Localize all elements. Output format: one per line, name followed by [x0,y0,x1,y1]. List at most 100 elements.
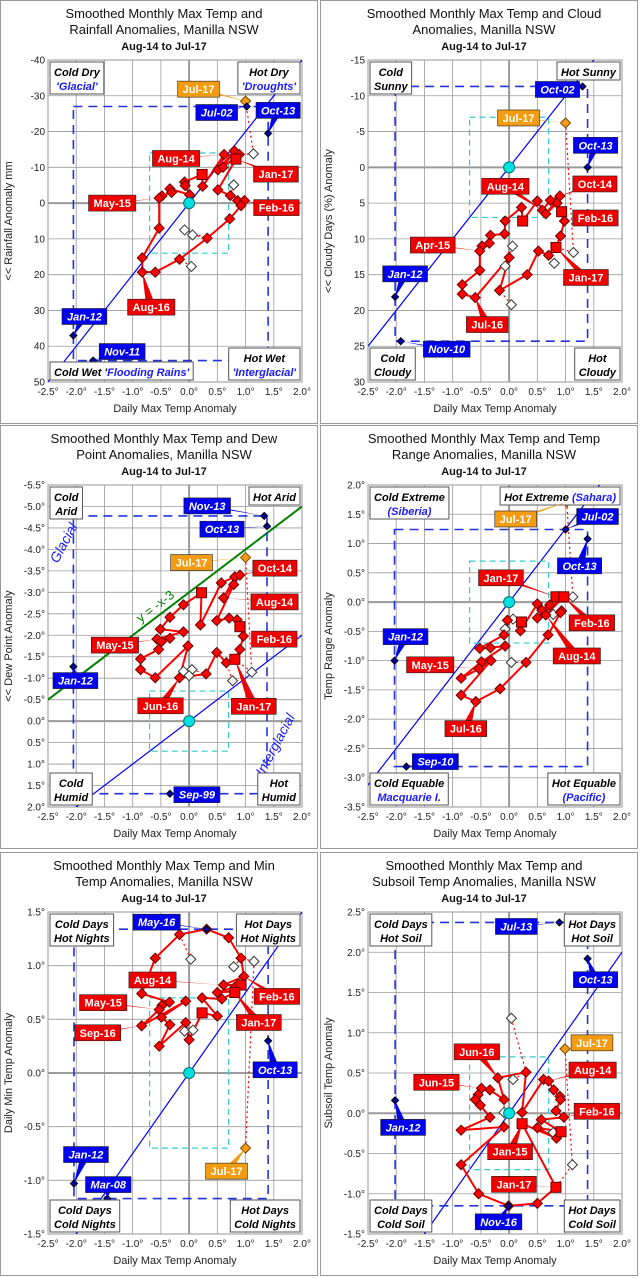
callout-label: Oct-13 [205,524,239,536]
callout-label: May-16 [138,917,176,929]
corner-text: Cold Nights [54,1219,116,1231]
callout-box [253,199,300,216]
month-callout: Jun-16 [137,677,184,715]
chart-title: Smoothed Monthly Max Temp and Cloud [367,6,602,21]
corner-label-tr: Hot Dry 'Droughts' [237,61,301,95]
x-tick-label: 2.0° [293,812,311,823]
x-tick-label: -2.0° [386,387,407,398]
y-tick-label: -40 [31,56,46,67]
corner-text: 'Glacial' [56,81,98,93]
callout-label: Sep-16 [80,1028,116,1040]
callout-label: Sep-99 [179,790,216,802]
chart-panel-4: Smoothed Monthly Max Temp and TempRange … [320,425,638,849]
corner-text-part: Cold Nights [234,1219,296,1231]
y-axis-label: << Dew Point Anomaly [3,590,15,702]
callout-label: Jul-17 [176,558,208,570]
month-callout: Oct-14 [559,175,618,196]
earlier-month-marker [506,240,519,252]
earlier-month-marker [226,675,239,687]
record-marker [583,954,592,963]
callout-box [128,971,177,989]
month-marker [173,928,186,941]
callout-box [568,1061,617,1079]
callout-box [497,109,540,127]
corner-text: Cold Extreme [374,492,445,504]
corner-text: Cold Nights [234,1219,296,1231]
callout-label: Sep-10 [417,757,454,769]
corner-text: 'Droughts' [242,81,296,93]
y-tick-label: 1.0° [347,1028,365,1039]
corner-box [369,772,449,806]
record-callout: Nov-16 [474,1205,523,1231]
corner-label-bl: Cold Wet 'Flooding Rains' [49,361,194,381]
corner-text-part: Cold Days [55,919,109,931]
record-callout: Oct-13 [557,538,602,575]
x-tick-label: 0.5° [208,812,226,823]
corner-text-part: Cold [54,492,79,504]
y-tick-label: 0.5° [27,738,45,749]
y-tick-label: 15 [354,270,366,281]
chart-title: Smoothed Monthly Max Temp and [65,6,262,21]
plot-content [69,912,302,1234]
x-tick-label: 1.0° [557,1239,575,1250]
x-tick-label: 0.0° [180,387,198,398]
chart-title: Smoothed Monthly Max Temp and Temp [368,431,600,446]
callout-box [552,647,601,665]
month-marker [498,629,510,641]
record-marker [402,762,411,771]
corner-text-part: Macquarie I. [377,792,441,804]
x-tick-label: -2.5° [37,387,58,398]
month-callout: Apr-15 [410,236,480,254]
month-callout: Jan-17 [235,159,299,183]
corner-box [563,1199,621,1233]
callout-label: May-15 [96,640,133,652]
corner-label-tr: Hot Arid [248,486,301,506]
record-marker [583,163,592,172]
highlight-square-marker [516,616,528,628]
reference-line [423,951,622,1234]
callout-box [453,1043,500,1061]
callout-box [199,520,245,538]
y-tick-label: -1.5° [24,1230,45,1241]
month-marker [550,1105,562,1117]
corner-text: (Pacific) [563,792,606,804]
callout-label: Jan-17 [484,573,519,585]
y-tick-label: -3.5° [344,803,365,814]
callout-label: Mar-08 [91,1180,127,1192]
callout-box [205,1162,248,1180]
y-tick-label: -2.5° [24,609,45,620]
callout-box [380,1119,426,1136]
origin-marker [183,1067,196,1079]
latest-marker [559,1043,571,1055]
latest-callout: Jul-17 [497,109,566,127]
callout-box [478,569,524,587]
callout-box [61,308,108,325]
earlier-link [234,658,253,673]
x-tick-label: 2.0° [293,387,311,398]
corner-text: Hot Nights [54,933,110,945]
corner-text-part: (Sahara) [572,492,616,504]
corner-box [49,61,105,95]
latest-link [244,961,255,1149]
month-marker [554,230,567,242]
month-callout: May-15 [90,636,157,654]
month-marker [177,599,190,611]
month-marker [211,614,223,627]
earlier-month-marker [185,953,197,965]
month-marker [135,987,148,1000]
callout-label: Feb-16 [574,618,609,630]
month-callout: Aug-14 [128,971,224,989]
y-tick-label: 0 [39,199,45,210]
chart-title: Smoothed Monthly Max Temp and Min [53,858,275,873]
corner-text-part: Hot Days [568,919,616,931]
corner-text-part: Cloudy [374,367,412,379]
callout-label: Jun-16 [143,701,178,713]
callout-box [251,630,298,648]
y-tick-label: 20 [34,270,46,281]
earlier-month-marker [567,591,579,603]
record-marker [202,924,211,934]
callout-label: Aug-14 [157,153,195,165]
record-callout: Jul-02 [195,104,247,121]
x-tick-label: 2.0° [613,387,631,398]
earlier-month-marker [247,148,260,160]
